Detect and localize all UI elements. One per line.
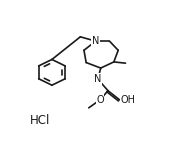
- Text: N: N: [94, 74, 102, 84]
- Text: OH: OH: [121, 95, 136, 105]
- Text: N: N: [92, 36, 99, 46]
- Text: HCl: HCl: [30, 114, 50, 127]
- Text: O: O: [96, 95, 104, 105]
